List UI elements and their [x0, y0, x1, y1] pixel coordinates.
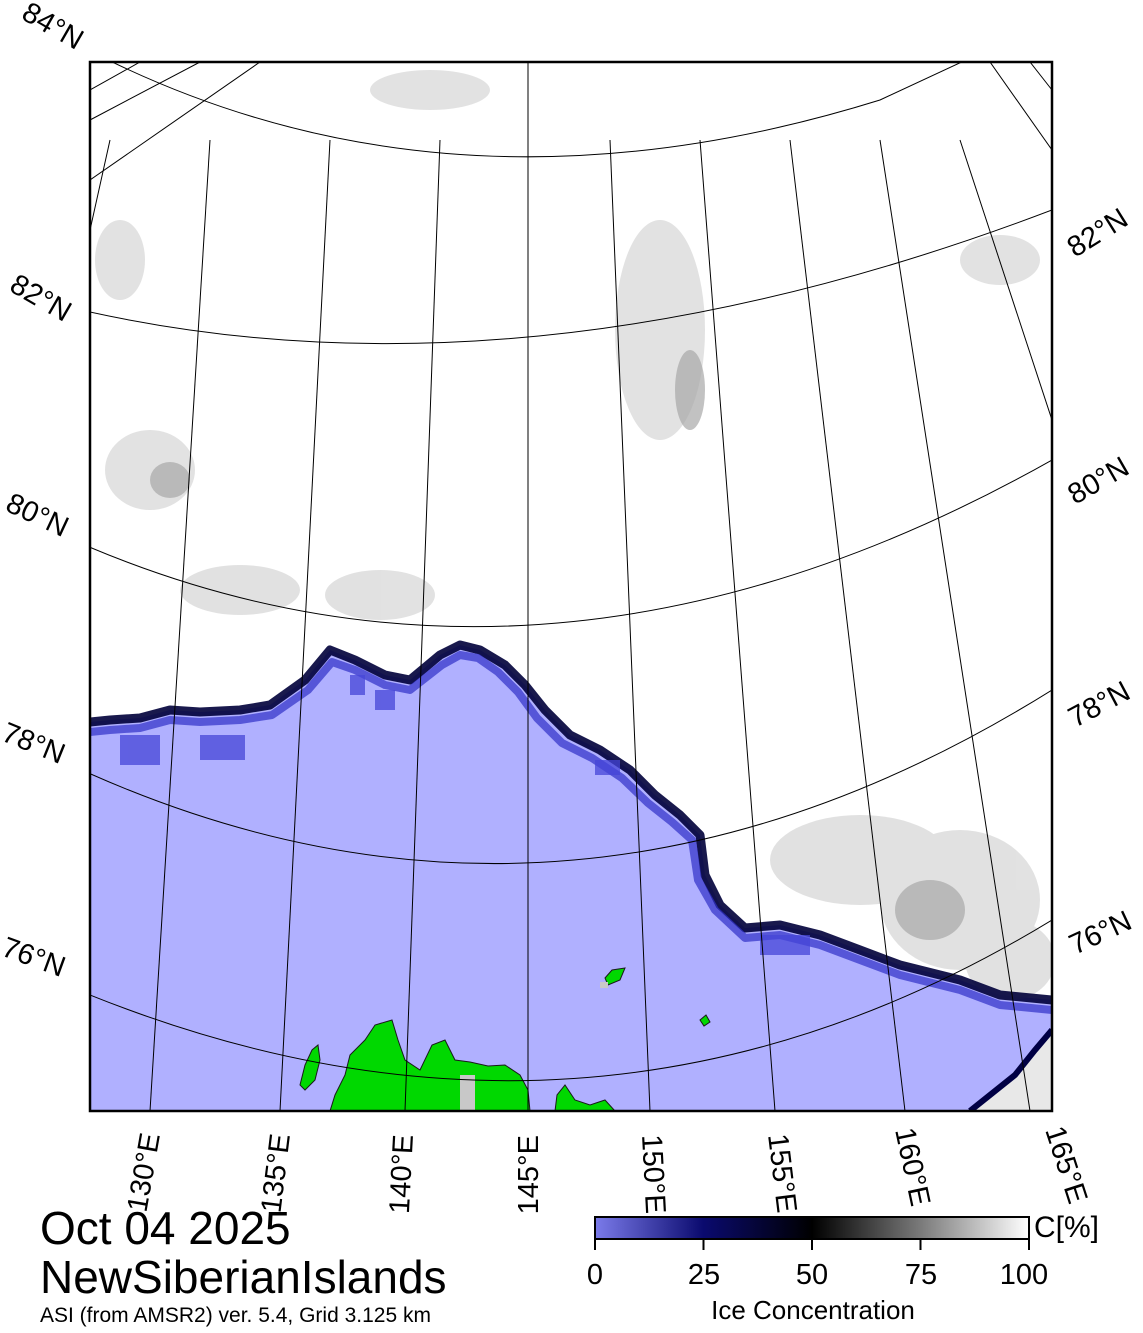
meridian-165e — [879, 139, 1031, 1111]
parallel-80n — [90, 459, 1052, 628]
meridian-170e — [959, 139, 1052, 421]
graticule-parallels — [90, 62, 1052, 1082]
meridian-d — [989, 62, 1052, 151]
parallel-78n — [90, 689, 1052, 864]
faddeyevsky-island — [554, 1084, 616, 1111]
lat-label-80n-right: 80°N — [1063, 451, 1135, 511]
pack-ice — [90, 62, 1052, 1000]
colorbar-unit: C[%] — [1034, 1211, 1100, 1244]
land-ice-cap — [460, 982, 608, 1110]
colorbar-ticks — [594, 1239, 1030, 1250]
region-name: NewSiberianIslands — [40, 1251, 447, 1303]
meridian-a — [90, 62, 141, 91]
lon-label-160e: 160°E — [888, 1125, 936, 1209]
colorbar-bar — [594, 1216, 1030, 1240]
ice-bottom-right — [970, 1030, 1052, 1111]
map-date: Oct 04 2025 — [40, 1202, 291, 1254]
ice-edge — [90, 640, 1052, 1005]
map-border — [88, 60, 1054, 1113]
colorbar-tick-25: 25 — [687, 1259, 721, 1291]
parallel-84n — [111, 62, 963, 158]
colorbar-tick-100: 100 — [999, 1259, 1049, 1291]
map-frame-content — [90, 62, 1052, 1111]
graticule-meridians — [90, 62, 1052, 1111]
ice-texture-dark — [150, 350, 965, 940]
lat-label-84n-left: 84°N — [17, 0, 89, 56]
lat-label-76n-left: 76°N — [0, 932, 69, 984]
lat-labels-right: 82°N 80°N 78°N 76°N — [1062, 202, 1137, 961]
colorbar-tick-50: 50 — [795, 1259, 829, 1291]
lon-label-140e: 140°E — [384, 1134, 420, 1215]
parallel-76n — [90, 919, 1052, 1082]
belkovsky-island — [299, 1044, 321, 1091]
meridian-140e — [404, 139, 441, 1111]
meridian-135e — [279, 139, 331, 1111]
lat-label-82n-right: 82°N — [1062, 202, 1134, 263]
meridian-155e — [699, 139, 776, 1111]
meridian-125e — [90, 139, 111, 231]
meridian-150e — [609, 139, 651, 1111]
meridian-e — [1029, 62, 1052, 91]
lat-label-78n-right: 78°N — [1063, 676, 1135, 735]
lat-label-76n-right: 76°N — [1064, 905, 1136, 961]
colorbar-title: Ice Concentration — [711, 1295, 915, 1325]
meridian-160e — [789, 139, 906, 1111]
parallel-82n — [90, 209, 1052, 345]
land — [299, 967, 711, 1111]
lon-label-145e: 145°E — [513, 1135, 545, 1214]
lon-label-155e: 155°E — [761, 1132, 802, 1215]
meridian-c — [90, 62, 261, 181]
colorbar-tick-0: 0 — [586, 1259, 604, 1291]
lat-label-78n-left: 78°N — [0, 717, 69, 771]
ice-edge-patches — [120, 675, 810, 955]
lat-label-82n-left: 82°N — [5, 268, 77, 328]
lat-label-80n-left: 80°N — [1, 487, 73, 543]
meridian-130e — [149, 139, 211, 1111]
lat-labels-left: 84°N 82°N 80°N 78°N 76°N — [0, 0, 89, 984]
ice-bottom-right-edge — [968, 1028, 1052, 1111]
lon-label-165e: 165°E — [1038, 1122, 1093, 1207]
lon-label-150e: 150°E — [635, 1134, 671, 1215]
kotelny-island — [329, 1019, 531, 1111]
product-info: ASI (from AMSR2) ver. 5.4, Grid 3.125 km — [40, 1304, 431, 1327]
henrietta-island — [699, 1014, 711, 1027]
lon-labels: 130°E 135°E 140°E 145°E 150°E 155°E 160°… — [122, 1122, 1094, 1214]
colorbar-tick-75: 75 — [904, 1259, 938, 1291]
meridian-b — [90, 62, 201, 121]
